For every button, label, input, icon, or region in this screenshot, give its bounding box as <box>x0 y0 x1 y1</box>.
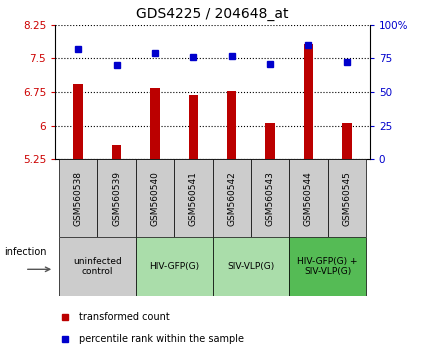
Text: GSM560545: GSM560545 <box>342 171 351 226</box>
Bar <box>136 237 212 296</box>
Text: GSM560538: GSM560538 <box>74 171 83 226</box>
Text: GSM560542: GSM560542 <box>227 171 236 225</box>
Text: transformed count: transformed count <box>79 312 170 322</box>
Bar <box>59 237 136 296</box>
Text: GSM560541: GSM560541 <box>189 171 198 226</box>
Bar <box>97 159 136 237</box>
Bar <box>265 122 275 159</box>
Title: GDS4225 / 204648_at: GDS4225 / 204648_at <box>136 7 289 21</box>
Bar <box>328 159 366 237</box>
Text: SIV-VLP(G): SIV-VLP(G) <box>227 262 275 271</box>
Bar <box>342 122 351 159</box>
Text: percentile rank within the sample: percentile rank within the sample <box>79 334 244 344</box>
Bar <box>189 95 198 159</box>
Bar <box>74 84 83 159</box>
Bar <box>251 159 289 237</box>
Bar <box>303 44 313 159</box>
Bar <box>289 159 328 237</box>
Bar <box>112 145 122 159</box>
Text: HIV-GFP(G): HIV-GFP(G) <box>149 262 199 271</box>
Bar <box>174 159 212 237</box>
Text: infection: infection <box>4 247 47 257</box>
Bar <box>212 159 251 237</box>
Bar <box>289 237 366 296</box>
Text: HIV-GFP(G) +
SIV-VLP(G): HIV-GFP(G) + SIV-VLP(G) <box>298 257 358 276</box>
Text: GSM560540: GSM560540 <box>150 171 159 226</box>
Bar <box>136 159 174 237</box>
Bar <box>227 91 236 159</box>
Text: uninfected
control: uninfected control <box>73 257 122 276</box>
Bar <box>59 159 97 237</box>
Text: GSM560544: GSM560544 <box>304 171 313 225</box>
Bar <box>212 237 289 296</box>
Text: GSM560543: GSM560543 <box>266 171 275 226</box>
Bar <box>150 87 160 159</box>
Text: GSM560539: GSM560539 <box>112 171 121 226</box>
